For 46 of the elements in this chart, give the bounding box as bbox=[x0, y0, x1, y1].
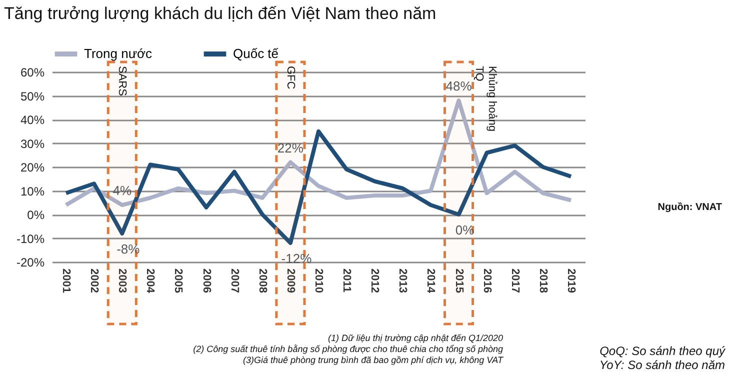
legend-label: Trong nước bbox=[84, 46, 153, 61]
x-tick-label: 2015 bbox=[452, 268, 465, 293]
legend-label: Quốc tế bbox=[233, 46, 280, 61]
x-tick-label: 2001 bbox=[60, 268, 72, 293]
text: (2) Công suất thuê tính bằng số phòng được cho thuê chia cho tổng số phòng bbox=[193, 344, 503, 354]
x-tick-label: 2005 bbox=[172, 268, 184, 293]
data-label: 0% bbox=[455, 222, 475, 238]
x-tick-label: 2014 bbox=[424, 268, 437, 294]
x-tick-label: 2006 bbox=[200, 268, 212, 293]
y-tick-label: 60% bbox=[20, 66, 45, 80]
line-series bbox=[64, 129, 573, 245]
x-tick-label: 2010 bbox=[312, 268, 324, 293]
x-tick-label: 2008 bbox=[256, 268, 268, 293]
y-tick-label: -10% bbox=[16, 232, 45, 246]
y-tick-label: 20% bbox=[20, 160, 45, 174]
x-tick-label: 2009 bbox=[284, 268, 296, 293]
text: (1) Dữ liệu thị trường cập nhật đến Q1/2020 bbox=[328, 333, 503, 343]
y-tick-label: 50% bbox=[20, 89, 45, 104]
x-tick-label: 2019 bbox=[564, 268, 577, 293]
x-tick-label: 2012 bbox=[368, 268, 381, 293]
x-tick-label: 2002 bbox=[88, 268, 100, 293]
x-tick-label: 2017 bbox=[508, 268, 521, 293]
y-tick-label: -20% bbox=[16, 256, 45, 270]
band-label: GFC bbox=[284, 66, 296, 90]
text: (3)Giá thuê phòng trung bình đã bao gồm phí dịch vụ, không VAT bbox=[242, 355, 504, 365]
x-tick-label: 2011 bbox=[340, 268, 353, 292]
x-tick-label: 2007 bbox=[228, 268, 240, 293]
y-tick-label: 0% bbox=[27, 208, 45, 222]
band-label: SARS bbox=[116, 66, 128, 96]
y-tick-label: 10% bbox=[20, 184, 45, 198]
line-series bbox=[64, 98, 573, 207]
y-tick-label: 30% bbox=[20, 136, 45, 151]
x-tick-label: 2016 bbox=[480, 268, 493, 293]
chart-title: Tăng trưởng lượng khách du lịch đến Việt Nam theo năm bbox=[4, 4, 436, 23]
x-tick-label: 2003 bbox=[116, 268, 128, 293]
x-tick-label: 2018 bbox=[536, 268, 549, 293]
data-label: 22% bbox=[277, 140, 304, 156]
y-tick-label: 40% bbox=[20, 113, 45, 127]
data-label: -8% bbox=[116, 242, 140, 256]
text: Nguồn: VNAT bbox=[658, 202, 722, 213]
x-tick-label: 2013 bbox=[396, 268, 409, 293]
text: YoY: So sánh theo năm bbox=[599, 358, 725, 372]
text: QoQ: So sánh theo quý bbox=[600, 344, 726, 358]
data-label: 48% bbox=[446, 78, 472, 94]
x-tick-label: 2004 bbox=[144, 268, 156, 294]
band-label: Khủng hoảng TQ bbox=[472, 66, 498, 132]
